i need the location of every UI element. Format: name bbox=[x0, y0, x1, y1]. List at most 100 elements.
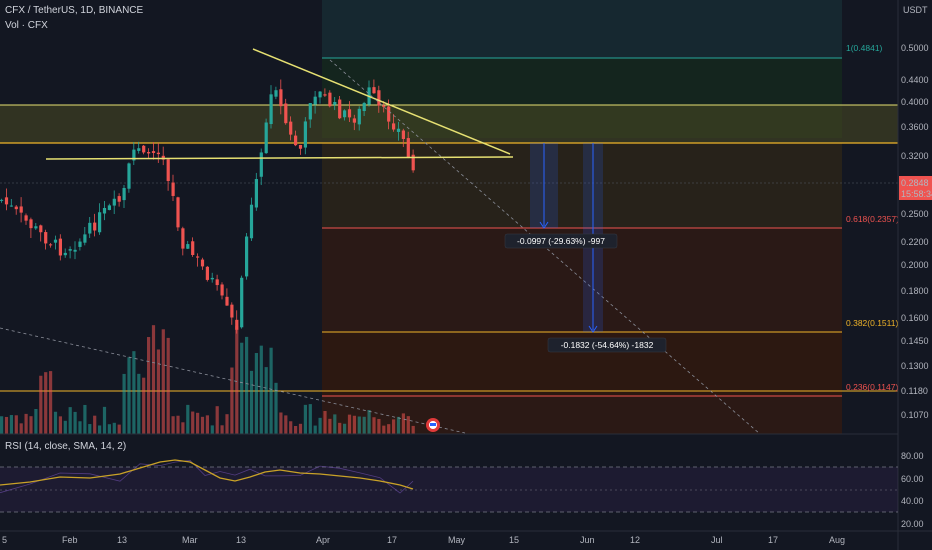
volume-bar bbox=[362, 416, 366, 434]
candle-body bbox=[93, 222, 97, 231]
candle-body bbox=[210, 277, 214, 280]
candle-body bbox=[289, 121, 293, 135]
candle-body bbox=[396, 128, 401, 132]
volume-bar bbox=[156, 349, 160, 434]
volume-bar bbox=[245, 336, 249, 434]
price-tick: 0.1600 bbox=[901, 313, 929, 323]
candle-body bbox=[122, 187, 126, 201]
volume-bar bbox=[254, 353, 258, 434]
time-tick: 5 bbox=[2, 535, 7, 545]
candle-body bbox=[53, 239, 58, 243]
volume-bar bbox=[117, 424, 121, 434]
price-tick: 0.3200 bbox=[901, 151, 929, 161]
candle-body bbox=[328, 92, 332, 107]
candle-body bbox=[264, 122, 268, 154]
candle-body bbox=[308, 103, 312, 120]
volume-bar bbox=[107, 424, 111, 434]
descending-trendline[interactable] bbox=[252, 48, 511, 155]
price-tick: 0.4400 bbox=[901, 75, 929, 85]
volume-bar bbox=[382, 425, 386, 434]
volume-indicator-label[interactable]: Vol · CFX bbox=[5, 20, 48, 31]
candle-body bbox=[382, 105, 386, 107]
candle-body bbox=[181, 228, 185, 249]
candle-body bbox=[377, 90, 381, 106]
volume-bar bbox=[279, 412, 283, 434]
candle-body bbox=[24, 215, 28, 221]
fib-382-label: 0.382(0.1511) bbox=[846, 318, 898, 328]
volume-bar bbox=[29, 416, 33, 434]
current-price: 0.2848 bbox=[901, 178, 929, 188]
candle-body bbox=[240, 277, 244, 328]
candle-body bbox=[205, 266, 209, 280]
volume-bar bbox=[49, 371, 53, 434]
time-tick: Jul bbox=[711, 535, 723, 545]
candle-body bbox=[230, 304, 234, 318]
volume-bar bbox=[377, 418, 381, 434]
time-tick: Aug bbox=[829, 535, 845, 545]
volume-bar bbox=[112, 422, 116, 434]
price-tick: 0.1800 bbox=[901, 286, 929, 296]
volume-bar bbox=[137, 373, 141, 434]
volume-bar bbox=[313, 425, 317, 434]
volume-bar bbox=[171, 416, 175, 434]
rsi-indicator-label[interactable]: RSI (14, close, SMA, 14, 2) bbox=[5, 441, 126, 452]
rsi-axis[interactable]: 80.00 60.00 40.00 20.00 bbox=[901, 451, 924, 529]
volume-bar bbox=[63, 420, 67, 434]
time-tick: 17 bbox=[387, 535, 397, 545]
candle-body bbox=[58, 238, 62, 256]
time-tick: Apr bbox=[316, 535, 330, 545]
dashed-trendline-lower[interactable] bbox=[0, 327, 466, 434]
candle-body bbox=[9, 205, 13, 207]
rsi-line bbox=[0, 459, 414, 490]
time-axis[interactable]: 5 Feb 13 Mar 13 Apr 17 May 15 Jun 12 Jul… bbox=[2, 535, 845, 545]
volume-bar bbox=[161, 329, 165, 434]
volume-bar bbox=[372, 417, 376, 434]
volume-bar bbox=[127, 357, 131, 434]
price-tick: 0.4000 bbox=[901, 97, 929, 107]
candle-body bbox=[333, 101, 337, 105]
volume-bar bbox=[147, 337, 151, 434]
candle-body bbox=[107, 205, 111, 210]
fib-236-label: 0.236(0.1147) bbox=[846, 382, 898, 392]
news-flag-icon[interactable] bbox=[426, 418, 440, 432]
candle-body bbox=[318, 91, 322, 98]
candle-body bbox=[102, 207, 107, 214]
time-tick: 12 bbox=[630, 535, 640, 545]
candle-body bbox=[200, 259, 205, 267]
candle-body bbox=[112, 198, 116, 206]
volume-bar bbox=[294, 425, 298, 434]
volume-bar bbox=[352, 415, 356, 434]
candle-body bbox=[274, 90, 278, 97]
volume-bar bbox=[186, 404, 190, 434]
candle-body bbox=[357, 108, 361, 125]
volume-bar bbox=[396, 416, 401, 434]
candle-body bbox=[245, 236, 249, 277]
candle-body bbox=[142, 145, 146, 153]
time-tick: May bbox=[448, 535, 466, 545]
candle-body bbox=[127, 163, 131, 189]
candle-body bbox=[196, 256, 200, 258]
volume-bar bbox=[303, 404, 307, 434]
volume-bar bbox=[191, 411, 195, 434]
support-trendline[interactable] bbox=[45, 156, 514, 160]
rsi-tick: 60.00 bbox=[901, 474, 924, 484]
fib-618-label: 0.618(0.2357) bbox=[846, 214, 899, 224]
price-axis[interactable]: USDT 0.5000 0.4400 0.4000 0.3600 0.3200 … bbox=[899, 5, 932, 420]
volume-bar bbox=[73, 411, 77, 434]
price-tick: 0.1070 bbox=[901, 410, 929, 420]
volume-bar bbox=[205, 415, 209, 434]
candle-body bbox=[411, 154, 415, 171]
candle-body bbox=[259, 152, 263, 177]
time-tick: Jun bbox=[580, 535, 595, 545]
volume-bar bbox=[181, 422, 185, 434]
volume-bar bbox=[347, 414, 352, 434]
price-tick: 0.3600 bbox=[901, 122, 929, 132]
volume-bar bbox=[259, 345, 263, 434]
fib-labels: 1(0.4841) 0.618(0.2357) 0.382(0.1511) 0.… bbox=[846, 43, 899, 392]
volume-bar bbox=[343, 423, 347, 434]
time-tick: Feb bbox=[62, 535, 78, 545]
volume-bar bbox=[220, 425, 224, 434]
volume-bar bbox=[78, 421, 82, 434]
candle-body bbox=[279, 89, 283, 107]
